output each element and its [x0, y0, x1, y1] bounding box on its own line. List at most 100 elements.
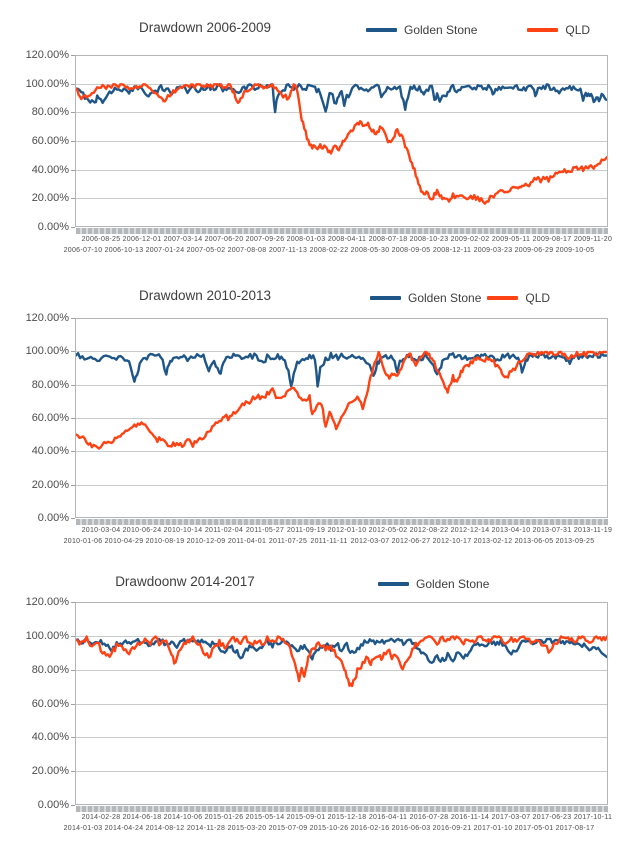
gridline [76, 485, 607, 486]
x-axis-label: 2011-04-01 [227, 538, 267, 545]
series-plot-svg [76, 350, 607, 450]
legend-item-golden-stone: Golden Stone [366, 23, 477, 37]
x-axis-label: 2017-05-01 [514, 825, 554, 832]
chart-legend: Golden Stone QLD [366, 22, 590, 37]
y-axis-tick [71, 141, 75, 142]
legend-label: QLD [525, 290, 551, 305]
gridline [76, 636, 607, 637]
x-axis-label: 2014-04-24 [104, 825, 144, 832]
y-axis-label: 120.00% [25, 312, 69, 324]
y-axis-label: 40.00% [31, 445, 69, 457]
y-axis-label: 40.00% [31, 164, 69, 176]
plot-area [75, 55, 608, 227]
y-axis-label: 60.00% [31, 698, 69, 710]
gridline [76, 170, 607, 171]
y-axis-tick [71, 518, 75, 519]
x-axis-label: 2010-08-19 [145, 538, 185, 545]
chart-title: Drawdoonw 2014-2017 [115, 574, 255, 589]
x-axis-label: 2015-09-01 [286, 814, 326, 821]
series-plot-svg [76, 83, 607, 205]
gridline [76, 704, 607, 705]
x-axis-label: 2013-04-10 [491, 527, 531, 534]
y-axis-label: 0.00% [37, 799, 69, 811]
x-axis-label: 2010-01-06 [63, 538, 103, 545]
legend-label: Golden Stone [408, 290, 482, 305]
x-axis-label: 2017-06-23 [532, 814, 572, 821]
legend-item-golden-stone: Golden Stone [378, 577, 489, 591]
x-axis-label: 2015-03-20 [227, 825, 267, 832]
gridline [76, 737, 607, 738]
x-axis-label: 2009-03-23 [473, 247, 513, 254]
x-axis-label: 2014-10-06 [163, 814, 203, 821]
y-axis-label: 100.00% [25, 345, 69, 357]
x-axis-label: 2011-11-11 [310, 538, 348, 545]
y-axis-tick [71, 636, 75, 637]
y-axis-label: 60.00% [31, 412, 69, 424]
x-axis-label: 2009-02-02 [450, 236, 490, 243]
x-axis-label: 2011-02-04 [204, 527, 244, 534]
y-axis-tick [71, 55, 75, 56]
x-axis-label: 2007-01-24 [145, 247, 185, 254]
x-axis-label: 2012-10-17 [432, 538, 472, 545]
x-axis-label: 2007-11-13 [268, 247, 308, 254]
legend-line-swatch-qld [527, 27, 559, 32]
legend-label: Golden Stone [416, 576, 490, 591]
y-axis-tick [71, 84, 75, 85]
x-axis-label: 2015-07-09 [268, 825, 308, 832]
y-axis-tick [71, 198, 75, 199]
x-axis-label: 2013-02-12 [473, 538, 513, 545]
y-axis-tick [71, 602, 75, 603]
series-line-golden-stone [76, 351, 607, 388]
legend-label: Golden Stone [404, 22, 478, 37]
y-axis-label: 0.00% [37, 221, 69, 233]
x-axis-label: 2006-07-10 [63, 247, 103, 254]
legend-label: QLD [565, 22, 591, 37]
y-axis-label: 80.00% [31, 379, 69, 391]
series-plot-svg [76, 635, 607, 688]
x-axis-label: 2014-08-12 [145, 825, 185, 832]
y-axis-tick [71, 227, 75, 228]
legend-line-swatch-golden-stone [366, 27, 397, 32]
y-axis-tick [71, 385, 75, 386]
x-axis-label: 2008-04-11 [327, 236, 367, 243]
legend-line-swatch-golden-stone [378, 581, 409, 586]
x-axis-label: 2011-07-25 [268, 538, 308, 545]
x-axis-label: 2012-06-27 [391, 538, 431, 545]
x-axis-tick-band [76, 806, 608, 812]
x-axis-label: 2010-03-04 [81, 527, 121, 534]
x-axis-label: 2017-08-17 [555, 825, 595, 832]
chart-legend: Golden Stone QLD [370, 290, 550, 305]
x-axis-tick-band [76, 228, 608, 234]
x-axis-label: 2008-12-11 [432, 247, 472, 254]
y-axis-tick [71, 170, 75, 171]
x-axis-label: 2017-10-11 [573, 814, 613, 821]
x-axis-label: 2011-05-27 [245, 527, 285, 534]
gridline [76, 418, 607, 419]
x-axis-label: 2011-09-19 [286, 527, 326, 534]
legend-line-swatch-qld [487, 295, 519, 300]
y-axis-tick [71, 451, 75, 452]
x-axis-label: 2009-05-11 [491, 236, 531, 243]
x-axis-label: 2012-03-07 [350, 538, 390, 545]
x-axis-label: 2016-04-11 [368, 814, 408, 821]
series-line-golden-stone [76, 637, 607, 664]
y-axis-tick [71, 670, 75, 671]
x-axis-label: 2012-05-02 [368, 527, 408, 534]
x-axis-label: 2006-10-13 [104, 247, 144, 254]
chart-legend: Golden Stone [378, 576, 489, 591]
y-axis-label: 20.00% [31, 192, 69, 204]
x-axis-label: 2016-06-03 [391, 825, 431, 832]
legend-item-qld: QLD [487, 291, 550, 305]
gridline [76, 351, 607, 352]
x-axis-label: 2007-03-14 [163, 236, 203, 243]
x-axis-label: 2012-08-22 [409, 527, 449, 534]
x-axis-label: 2007-09-26 [245, 236, 285, 243]
x-axis-label: 2016-02-16 [350, 825, 390, 832]
x-axis-label: 2012-01-10 [327, 527, 367, 534]
legend-line-swatch-golden-stone [370, 295, 401, 300]
series-line-qld [76, 635, 607, 688]
x-axis-label: 2010-04-29 [104, 538, 144, 545]
